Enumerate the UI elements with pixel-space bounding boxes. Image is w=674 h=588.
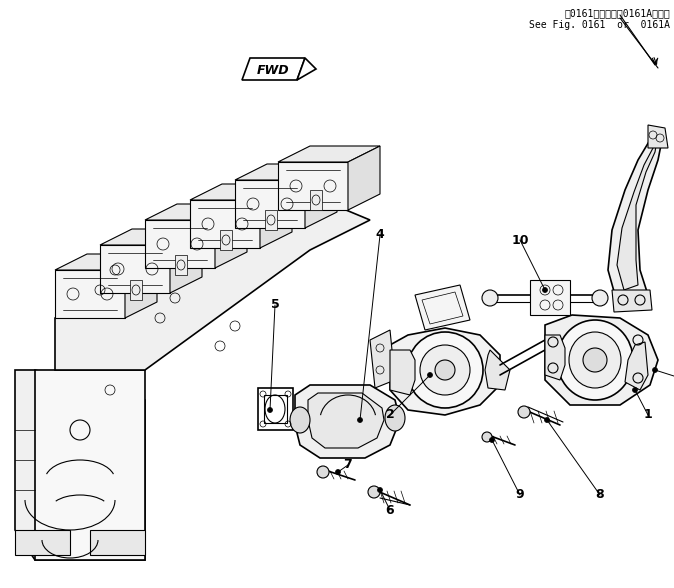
Ellipse shape <box>557 320 633 400</box>
Text: FWD: FWD <box>257 65 289 78</box>
Bar <box>264 395 287 423</box>
Text: 2: 2 <box>386 409 394 422</box>
Ellipse shape <box>489 437 495 443</box>
Ellipse shape <box>268 407 272 413</box>
Polygon shape <box>625 342 648 390</box>
Polygon shape <box>100 245 170 293</box>
Text: 10: 10 <box>512 233 528 246</box>
Ellipse shape <box>435 360 455 380</box>
Ellipse shape <box>632 387 638 393</box>
Bar <box>265 210 277 230</box>
Polygon shape <box>260 184 292 248</box>
Polygon shape <box>55 195 370 370</box>
Polygon shape <box>617 140 657 290</box>
Ellipse shape <box>357 417 363 423</box>
Bar <box>310 190 322 210</box>
Text: 8: 8 <box>596 489 605 502</box>
Ellipse shape <box>317 466 329 478</box>
Bar <box>175 255 187 275</box>
Polygon shape <box>100 229 202 245</box>
Ellipse shape <box>290 407 310 433</box>
Ellipse shape <box>482 432 492 442</box>
Ellipse shape <box>583 348 607 372</box>
Polygon shape <box>485 350 510 390</box>
Polygon shape <box>390 350 415 395</box>
Polygon shape <box>295 385 400 458</box>
Bar <box>258 388 293 430</box>
Ellipse shape <box>569 332 621 388</box>
Ellipse shape <box>420 345 470 395</box>
Ellipse shape <box>543 288 547 292</box>
Polygon shape <box>170 229 202 293</box>
Ellipse shape <box>385 405 405 431</box>
Ellipse shape <box>407 332 483 408</box>
Polygon shape <box>305 164 337 228</box>
Polygon shape <box>278 146 380 162</box>
Polygon shape <box>235 164 337 180</box>
Polygon shape <box>612 290 652 312</box>
Polygon shape <box>15 370 145 560</box>
Polygon shape <box>15 530 70 555</box>
Polygon shape <box>55 254 157 270</box>
Polygon shape <box>125 254 157 318</box>
Polygon shape <box>545 335 565 380</box>
Ellipse shape <box>336 469 340 475</box>
Polygon shape <box>608 130 662 295</box>
Text: 9: 9 <box>516 489 524 502</box>
Text: 第0161図または第0161A図参照
See Fig. 0161  or  0161A: 第0161図または第0161A図参照 See Fig. 0161 or 0161… <box>529 8 670 29</box>
Polygon shape <box>370 330 395 388</box>
Polygon shape <box>545 315 658 405</box>
Ellipse shape <box>518 406 530 418</box>
Ellipse shape <box>377 487 383 493</box>
Text: 1: 1 <box>644 409 652 422</box>
Polygon shape <box>190 184 292 200</box>
Bar <box>220 230 232 250</box>
Text: 4: 4 <box>375 229 384 242</box>
Polygon shape <box>215 204 247 268</box>
Polygon shape <box>145 220 215 268</box>
Polygon shape <box>55 270 125 318</box>
Polygon shape <box>348 146 380 210</box>
Polygon shape <box>145 204 247 220</box>
Polygon shape <box>235 180 305 228</box>
Polygon shape <box>242 58 305 80</box>
Polygon shape <box>90 530 145 555</box>
Polygon shape <box>308 393 384 448</box>
Polygon shape <box>415 285 470 330</box>
Ellipse shape <box>482 290 498 306</box>
Text: 6: 6 <box>386 503 394 516</box>
Ellipse shape <box>652 368 658 373</box>
Polygon shape <box>390 328 500 415</box>
Polygon shape <box>190 200 260 248</box>
Polygon shape <box>278 162 348 210</box>
Text: 5: 5 <box>271 299 280 312</box>
Ellipse shape <box>592 290 608 306</box>
Text: 7: 7 <box>344 459 353 472</box>
Polygon shape <box>648 125 668 148</box>
Polygon shape <box>35 370 145 560</box>
Bar <box>530 280 570 315</box>
Polygon shape <box>297 58 316 80</box>
Ellipse shape <box>545 417 549 423</box>
Ellipse shape <box>368 486 380 498</box>
Bar <box>130 280 142 300</box>
Ellipse shape <box>427 373 433 377</box>
